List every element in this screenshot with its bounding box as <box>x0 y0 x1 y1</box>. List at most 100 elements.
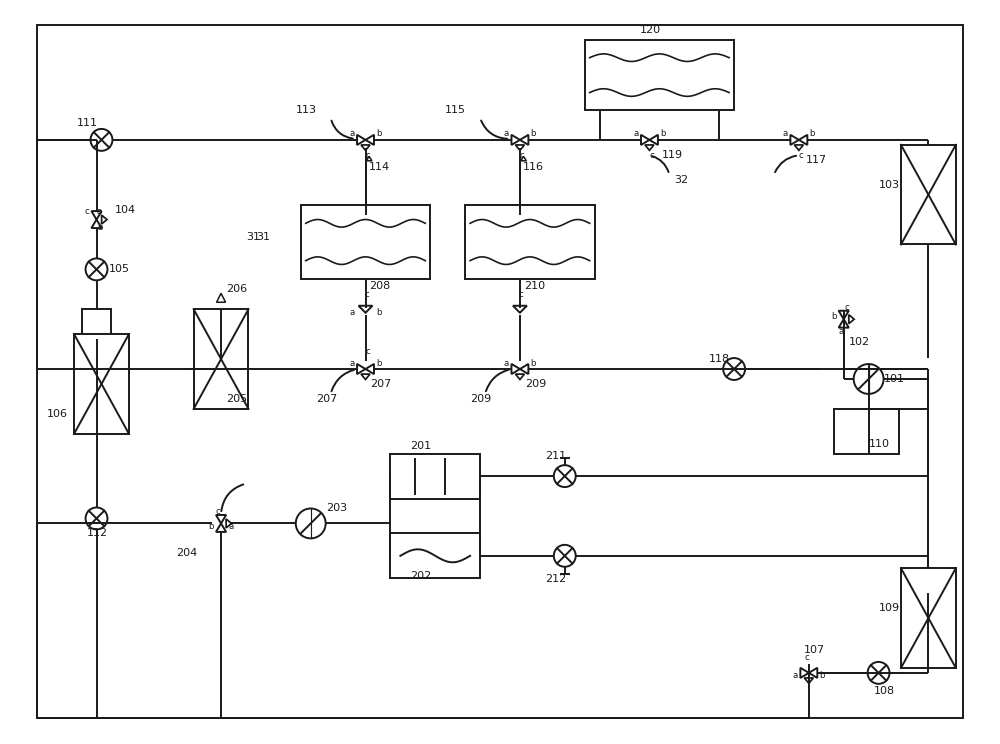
Text: a: a <box>793 671 798 680</box>
Text: c: c <box>520 151 524 160</box>
Text: b: b <box>831 312 836 321</box>
Polygon shape <box>515 374 524 379</box>
Text: b: b <box>820 671 825 680</box>
Text: 108: 108 <box>874 686 895 696</box>
Polygon shape <box>361 145 370 150</box>
Text: 111: 111 <box>77 118 98 128</box>
Text: c: c <box>365 151 370 160</box>
Bar <box>901 145 956 245</box>
Polygon shape <box>645 145 654 150</box>
Text: 211: 211 <box>545 451 566 461</box>
Polygon shape <box>511 364 520 374</box>
Text: a: a <box>349 308 355 317</box>
Text: c: c <box>798 151 803 160</box>
Text: 103: 103 <box>879 180 900 190</box>
Text: b: b <box>531 359 536 368</box>
Text: 101: 101 <box>884 374 905 384</box>
Polygon shape <box>521 156 526 161</box>
Polygon shape <box>217 293 226 302</box>
Text: 209: 209 <box>470 394 491 404</box>
Polygon shape <box>226 519 232 528</box>
Polygon shape <box>520 364 528 374</box>
Text: b: b <box>810 129 815 138</box>
Text: a: a <box>504 359 509 368</box>
Polygon shape <box>361 374 370 379</box>
Text: b: b <box>376 129 382 138</box>
Polygon shape <box>91 219 102 228</box>
Text: b: b <box>531 129 536 138</box>
Text: c: c <box>84 207 89 216</box>
Bar <box>390 533 480 578</box>
Bar <box>390 454 480 498</box>
Text: 114: 114 <box>368 161 390 172</box>
Text: 109: 109 <box>879 603 900 613</box>
Text: c: c <box>649 151 654 160</box>
Text: 106: 106 <box>47 408 68 419</box>
Text: a: a <box>504 129 509 138</box>
Text: b: b <box>376 308 382 317</box>
Polygon shape <box>849 315 854 324</box>
Text: 104: 104 <box>114 205 136 214</box>
Polygon shape <box>357 364 366 374</box>
Text: 205: 205 <box>226 394 247 404</box>
Text: c: c <box>804 653 809 662</box>
Text: 206: 206 <box>226 284 247 295</box>
Polygon shape <box>366 364 374 374</box>
Bar <box>585 40 734 110</box>
Text: 120: 120 <box>639 25 661 35</box>
Text: a: a <box>97 207 102 216</box>
Polygon shape <box>366 135 374 145</box>
Polygon shape <box>511 135 520 145</box>
Polygon shape <box>839 319 849 327</box>
Text: 201: 201 <box>410 440 431 451</box>
Polygon shape <box>839 311 849 319</box>
Text: 110: 110 <box>869 439 890 449</box>
Text: 113: 113 <box>296 105 317 115</box>
Text: 212: 212 <box>545 574 566 584</box>
Bar <box>301 205 430 279</box>
Text: 203: 203 <box>326 504 347 513</box>
Text: b: b <box>660 129 666 138</box>
Text: 202: 202 <box>410 571 432 581</box>
Polygon shape <box>91 211 102 219</box>
Bar <box>901 568 956 668</box>
Polygon shape <box>513 306 527 312</box>
Bar <box>834 409 899 454</box>
Text: c: c <box>365 347 370 356</box>
Text: b: b <box>97 223 102 232</box>
Text: c: c <box>844 303 849 312</box>
Polygon shape <box>515 145 524 150</box>
Text: a: a <box>783 129 788 138</box>
Polygon shape <box>649 135 658 145</box>
Polygon shape <box>359 306 372 312</box>
Text: 118: 118 <box>709 354 730 364</box>
Text: 105: 105 <box>108 264 129 275</box>
Text: b: b <box>208 522 214 531</box>
Bar <box>74 334 129 434</box>
Text: 31: 31 <box>246 232 260 242</box>
Text: 112: 112 <box>87 528 108 539</box>
Text: 209: 209 <box>525 379 546 389</box>
Text: 117: 117 <box>806 155 827 164</box>
Text: 208: 208 <box>369 281 391 292</box>
Polygon shape <box>794 145 803 150</box>
Polygon shape <box>216 524 226 532</box>
Text: a: a <box>633 129 639 138</box>
Polygon shape <box>790 135 799 145</box>
Polygon shape <box>102 215 107 224</box>
Text: 116: 116 <box>523 161 544 172</box>
Text: 31: 31 <box>256 232 270 242</box>
Polygon shape <box>641 135 649 145</box>
Polygon shape <box>804 678 813 683</box>
Text: c: c <box>364 290 369 299</box>
Text: 210: 210 <box>524 281 545 292</box>
Text: a: a <box>838 327 843 336</box>
Text: c: c <box>519 290 523 299</box>
Text: 119: 119 <box>661 150 683 160</box>
Text: a: a <box>349 359 355 368</box>
Text: 207: 207 <box>370 379 392 389</box>
Polygon shape <box>800 668 809 678</box>
Bar <box>465 205 595 279</box>
Text: 107: 107 <box>804 645 825 655</box>
Text: 102: 102 <box>849 337 870 347</box>
